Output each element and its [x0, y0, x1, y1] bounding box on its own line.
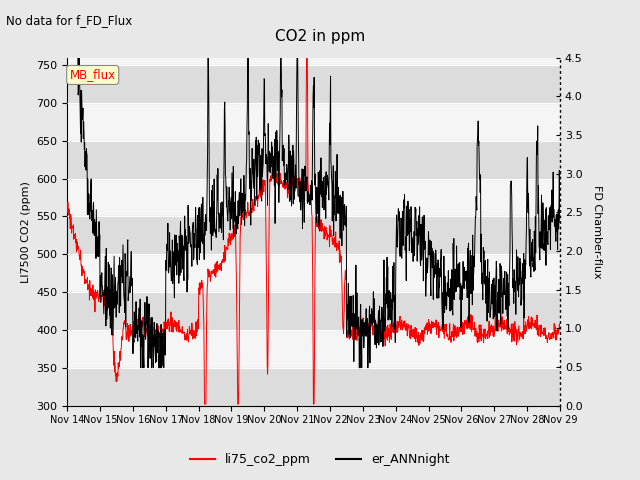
Bar [67, 216, 560, 254]
Bar [67, 368, 560, 406]
Bar [67, 292, 560, 330]
Text: No data for f_FD_Flux: No data for f_FD_Flux [6, 14, 132, 27]
Y-axis label: FD Chamber-flux: FD Chamber-flux [592, 185, 602, 278]
Bar [67, 141, 560, 179]
Text: MB_flux: MB_flux [70, 69, 116, 82]
Bar [67, 65, 560, 103]
Legend: li75_co2_ppm, er_ANNnight: li75_co2_ppm, er_ANNnight [186, 448, 454, 471]
Y-axis label: LI7500 CO2 (ppm): LI7500 CO2 (ppm) [20, 180, 31, 283]
Text: CO2 in ppm: CO2 in ppm [275, 29, 365, 44]
